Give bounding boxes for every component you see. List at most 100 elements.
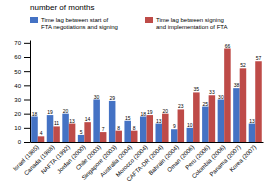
plot: 1819205302915181391025303813411131478819… — [12, 40, 264, 183]
bar — [209, 95, 216, 142]
data-label: 66 — [225, 43, 231, 49]
tick: 0 — [18, 139, 30, 145]
bar — [62, 114, 69, 142]
bar — [202, 107, 209, 142]
tick-mark — [24, 57, 30, 58]
data-label: 13 — [69, 118, 75, 124]
legend-swatch — [30, 17, 38, 23]
tick-label: 60 — [14, 54, 21, 60]
data-label: 52 — [240, 62, 246, 68]
bar — [31, 117, 38, 143]
data-label: 8 — [133, 125, 136, 131]
data-label: 18 — [140, 111, 146, 117]
bars — [31, 49, 262, 143]
data-label: 57 — [256, 55, 262, 61]
data-label: 19 — [47, 109, 53, 115]
data-label: 13 — [156, 118, 162, 124]
tick-mark — [24, 71, 30, 72]
data-label: 30 — [94, 94, 100, 100]
legend-item: Time lag between signingand implementati… — [145, 17, 228, 30]
bar — [187, 128, 194, 142]
bar — [38, 136, 45, 142]
data-label: 4 — [40, 130, 43, 136]
bar — [124, 121, 131, 142]
bar — [240, 68, 247, 142]
bar — [100, 132, 107, 142]
y-axis: 0 10 20 30 40 50 60 70 — [14, 40, 30, 145]
bar — [140, 117, 147, 143]
data-label: 5 — [80, 129, 83, 135]
bar — [69, 124, 76, 142]
tick: 50 — [14, 69, 30, 75]
bar — [171, 129, 178, 142]
tick-label: 30 — [14, 97, 21, 103]
data-label: 9 — [173, 123, 176, 129]
axis-line — [30, 41, 31, 143]
tick: 10 — [14, 125, 30, 131]
data-label: 29 — [109, 95, 115, 101]
data-label: 20 — [63, 108, 69, 114]
tick: 40 — [14, 83, 30, 89]
legend: Time lag between start ofFTA negotiation… — [30, 17, 228, 30]
bar — [84, 122, 91, 142]
data-label: 38 — [234, 82, 240, 88]
tick-label: 50 — [14, 69, 21, 75]
bar — [255, 61, 262, 142]
bar — [115, 131, 122, 142]
bar — [78, 135, 85, 142]
data-label: 7 — [102, 126, 105, 132]
tick-label: 20 — [14, 111, 21, 117]
bar — [93, 100, 100, 143]
bar — [178, 109, 185, 142]
tick-mark — [24, 100, 30, 101]
data-labels: 1819205302915181391025303813411131478819… — [32, 43, 262, 137]
bar — [162, 114, 169, 142]
title: number of months — [30, 3, 94, 12]
data-label: 18 — [32, 111, 38, 117]
data-label: 14 — [85, 116, 91, 122]
data-label: 19 — [147, 109, 153, 115]
data-label: 25 — [203, 101, 209, 107]
tick-mark — [24, 142, 30, 143]
data-label: 10 — [187, 122, 193, 128]
data-label: 35 — [194, 86, 200, 92]
tick-mark — [24, 43, 30, 44]
bar — [156, 124, 163, 142]
bar — [218, 100, 225, 143]
tick-mark — [24, 85, 30, 86]
bar — [249, 124, 256, 142]
bar — [193, 92, 200, 142]
data-label: 13 — [249, 118, 255, 124]
bar — [147, 115, 154, 142]
bar — [233, 88, 240, 142]
tick-label: Korea (2007) — [228, 144, 257, 173]
tick-mark — [24, 128, 30, 129]
legend-swatch — [145, 17, 153, 23]
tick-mark — [24, 114, 30, 115]
data-label: 11 — [54, 120, 59, 126]
tick-label: 70 — [14, 40, 21, 46]
data-label: 8 — [117, 125, 120, 131]
data-label: 23 — [178, 103, 184, 109]
axis-line — [31, 142, 264, 143]
data-label: 20 — [163, 108, 169, 114]
data-label: 15 — [125, 115, 131, 121]
tick-label: 40 — [14, 83, 21, 89]
x-axis: Israel (1985)Canada (1988)NAFTA (1992)Jo… — [12, 143, 264, 183]
tick: Korea (2007) — [228, 144, 257, 173]
bar — [131, 131, 138, 142]
tick: 60 — [14, 54, 30, 60]
legend-label: Time lag between signingand implementati… — [156, 17, 228, 30]
tick: 20 — [14, 111, 30, 117]
tick: 70 — [14, 40, 30, 46]
chart: number of months Time lag between start o… — [0, 0, 269, 187]
bar — [47, 115, 54, 142]
bar — [224, 49, 231, 143]
data-label: 33 — [209, 89, 215, 95]
legend-label: Time lag between start ofFTA negotiation… — [41, 17, 118, 30]
tick-label: 10 — [14, 125, 21, 131]
bar — [109, 101, 116, 142]
data-label: 30 — [218, 94, 224, 100]
bar — [53, 126, 60, 142]
tick: 30 — [14, 97, 30, 103]
